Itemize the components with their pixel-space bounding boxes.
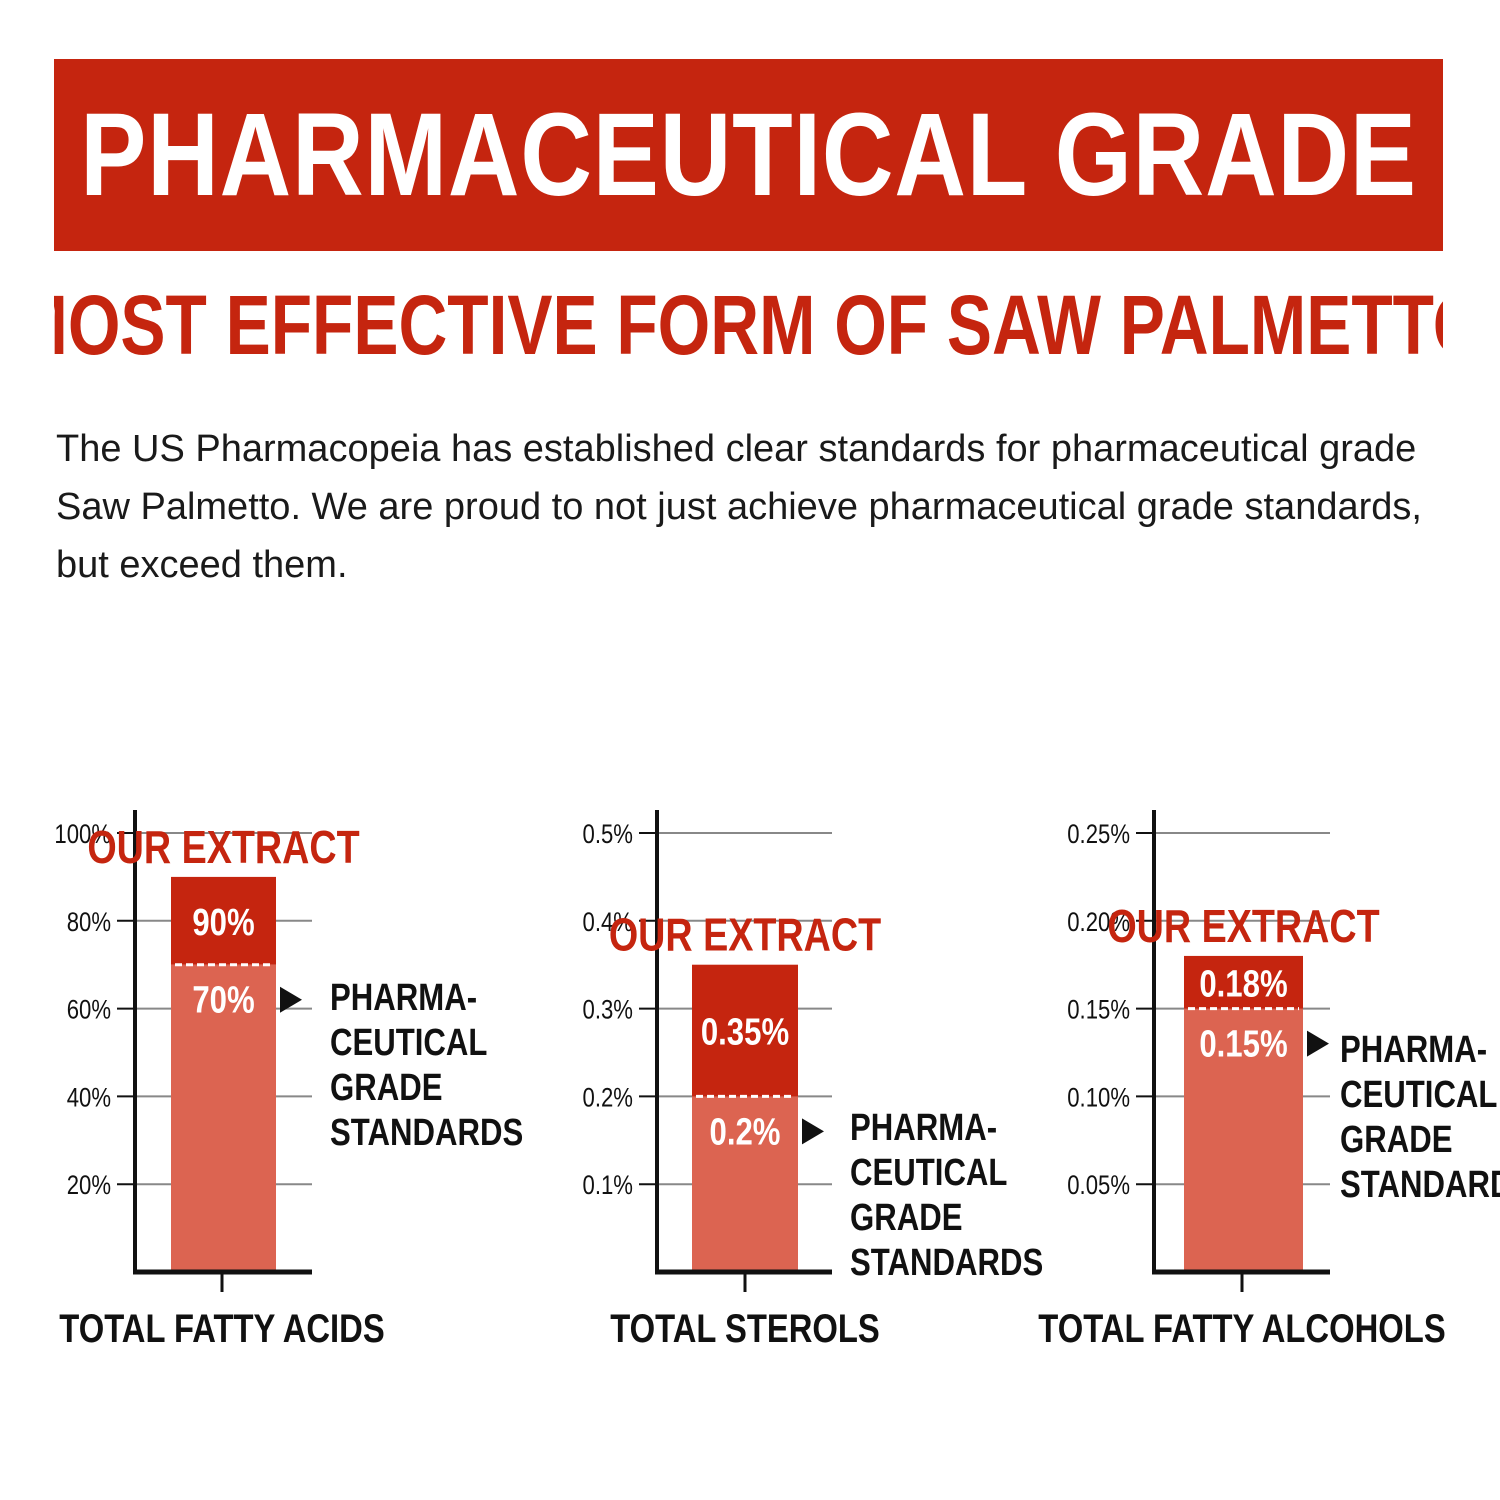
y-tick-label: 20% — [67, 1171, 111, 1201]
standard-label-line: PHARMA- — [850, 1107, 997, 1149]
y-tick-label: 0.10% — [1067, 1083, 1130, 1113]
y-tick-label: 0.1% — [583, 1171, 633, 1201]
standard-label-line: PHARMA- — [1340, 1029, 1487, 1071]
bar-standard — [171, 964, 276, 1272]
x-axis-label: TOTAL FATTY ACIDS — [59, 1306, 384, 1351]
bar-extract — [692, 964, 798, 1097]
arrow-icon — [280, 986, 302, 1013]
extract-value-label: 0.35% — [701, 1012, 789, 1054]
intro-paragraph: The US Pharmacopeia has established clea… — [56, 428, 1422, 586]
y-tick-label: 0.05% — [1067, 1171, 1130, 1201]
y-tick-label: 0.3% — [583, 996, 633, 1026]
y-tick-label: 100% — [54, 820, 111, 850]
y-tick-label: 0.2% — [583, 1083, 633, 1113]
x-axis-label: TOTAL STEROLS — [610, 1306, 880, 1351]
standard-value-label: 0.2% — [710, 1112, 781, 1154]
y-tick-label: 0.15% — [1067, 996, 1130, 1026]
subtitle: MOST EFFECTIVE FORM OF SAW PALMETTO — [54, 277, 1443, 372]
standard-label-line: STANDARDS — [330, 1112, 523, 1154]
extract-label: OUR EXTRACT — [87, 821, 360, 872]
extract-label: OUR EXTRACT — [1107, 900, 1380, 951]
x-axis-label: TOTAL FATTY ALCOHOLS — [1038, 1306, 1445, 1351]
standard-value-label: 0.15% — [1199, 1024, 1287, 1066]
bar-extract — [1184, 955, 1303, 1009]
y-tick-label: 80% — [67, 908, 111, 938]
standard-label-line: STANDARDS — [850, 1242, 1043, 1284]
extract-label: OUR EXTRACT — [609, 909, 882, 960]
bar-standard — [1184, 1008, 1303, 1272]
extract-value-label: 90% — [192, 902, 254, 944]
extract-value-label: 0.18% — [1199, 963, 1287, 1005]
standard-label-line: GRADE — [330, 1067, 442, 1109]
header-banner: PHARMACEUTICAL GRADE — [54, 59, 1443, 251]
arrow-icon — [802, 1118, 824, 1145]
y-tick-label: 0.4% — [583, 908, 633, 938]
bar-extract — [171, 876, 276, 965]
subtitle-block: MOST EFFECTIVE FORM OF SAW PALMETTO — [54, 270, 1443, 380]
standard-label-line: CEUTICAL — [850, 1152, 1007, 1194]
bar-standard — [692, 1096, 798, 1272]
y-tick-label: 0.25% — [1067, 820, 1130, 850]
banner-title: PHARMACEUTICAL GRADE — [80, 89, 1417, 221]
y-tick-label: 0.20% — [1067, 908, 1130, 938]
standard-label-line: STANDARDS — [1340, 1164, 1500, 1206]
standard-label-line: GRADE — [850, 1197, 962, 1239]
arrow-icon — [1307, 1030, 1329, 1057]
y-tick-label: 60% — [67, 996, 111, 1026]
standard-label-line: PHARMA- — [330, 977, 477, 1019]
y-tick-label: 40% — [67, 1083, 111, 1113]
standard-value-label: 70% — [192, 980, 254, 1022]
standard-label-line: CEUTICAL — [330, 1022, 487, 1064]
standard-label-line: GRADE — [1340, 1119, 1452, 1161]
standard-label-line: CEUTICAL — [1340, 1074, 1497, 1116]
y-tick-label: 0.5% — [583, 820, 633, 850]
